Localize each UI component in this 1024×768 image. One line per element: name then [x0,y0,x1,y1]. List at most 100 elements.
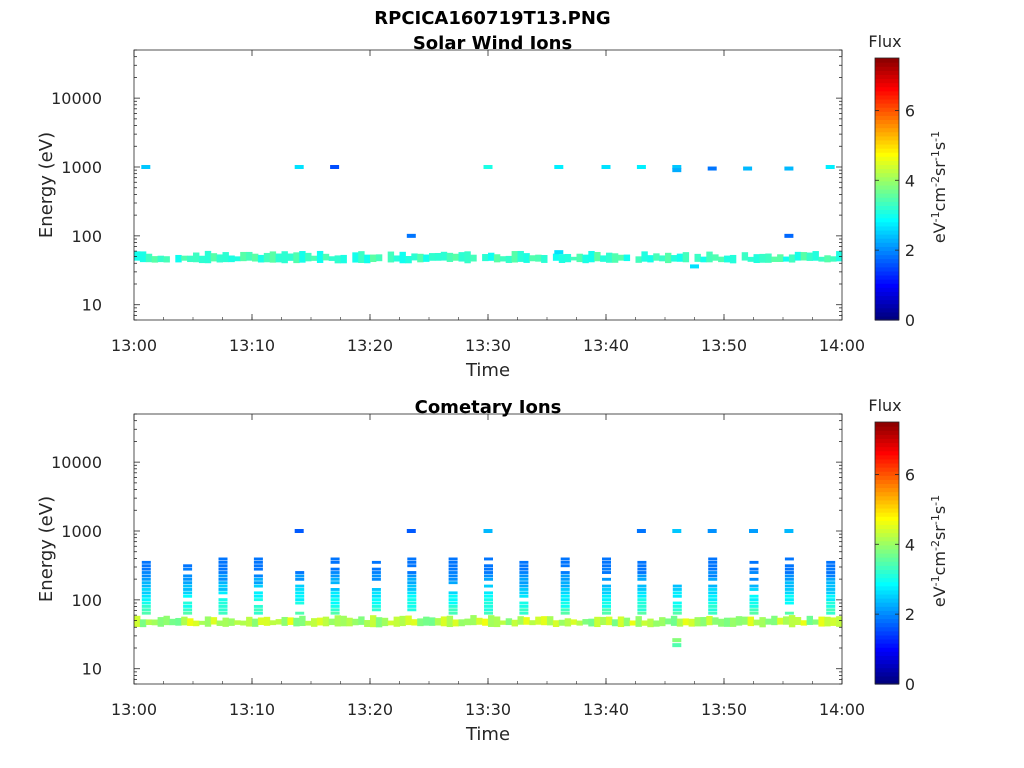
column-cell [141,577,151,581]
column-cell [519,581,529,585]
band-cell [470,254,477,262]
column-cell [141,574,151,578]
column-cell [407,594,417,598]
data-point [554,164,564,169]
colorbar-segment [875,82,899,88]
column-cell [708,571,718,574]
column-cell [708,577,718,581]
colorbar-segment [875,189,899,194]
column-cell [407,591,417,595]
column-cell [253,604,263,608]
band-cell [771,615,778,626]
band-cell [181,255,188,261]
colorbar-segment [875,266,899,272]
column-cell [784,574,794,578]
colorbar-segment [875,299,899,305]
band-cell [759,253,766,263]
y-tick-label: 1000 [61,158,102,177]
band-cell [635,256,642,263]
colorbar-segment [875,622,899,628]
column-cell [637,591,647,595]
column-cell [519,567,529,571]
band-cell [706,251,713,263]
colorbar-segment [875,679,899,685]
column-cell [708,608,718,612]
column-cell [749,611,759,615]
colorbar-segment [875,139,899,145]
data-point [406,528,416,533]
column-cell [484,611,493,615]
column-cell [218,567,228,571]
band-cell [493,254,501,263]
column-cell [183,611,193,615]
band-cell [588,250,595,263]
colorbar-segment [875,507,899,513]
colorbar-segment [875,86,899,92]
colorbar-segment [875,164,899,170]
band-cell [257,617,265,626]
band-cell [340,254,347,264]
band-cell [641,620,648,626]
column-cell [560,608,570,612]
band-cell [198,255,206,264]
column-cell [448,581,458,585]
colorbar-segment [875,512,899,517]
colorbar-segment [875,536,899,542]
band-cell [246,616,253,627]
band-cell [316,250,324,263]
column-cell [602,591,611,595]
column-cell [253,567,263,571]
column-cell [218,557,228,561]
band-cell [812,619,819,625]
band-cell [600,616,607,626]
data-point [743,166,753,171]
column-cell [784,594,794,598]
band-cell [783,616,790,625]
colorbar-segment [875,647,899,652]
band-cell [482,618,489,626]
column-cell [448,557,458,561]
data-point [707,528,717,533]
colorbar-segment [875,111,899,116]
column-cell [484,574,493,578]
column-cell [826,608,836,612]
x-tick-label: 13:40 [583,336,629,355]
column-cell [371,577,381,581]
band-cell [694,617,701,627]
colorbar-segment [875,250,899,256]
band-cell [151,256,159,263]
band-cell [724,617,731,627]
column-cell [371,604,381,608]
column-cell [826,574,836,578]
colorbar-segment [875,291,899,297]
data-point [554,250,564,255]
column-cell [295,591,305,595]
colorbar-frame [874,57,900,321]
column-cell [826,577,836,581]
band-cell [688,618,695,627]
column-cell [637,608,647,612]
column-cell [784,577,794,581]
colorbar-segment [875,553,899,558]
colorbar-segment [875,66,899,71]
column-cell [749,567,759,571]
column-cell [371,608,381,612]
band-cell [334,615,341,627]
band-cell [134,251,141,261]
band-cell [287,617,294,625]
colorbar-segment [875,98,899,104]
colorbar: 0 2 4 6 Flux eV-1cm-2sr-1s-1 [868,396,949,694]
band-cell [576,620,583,626]
band-cell [623,617,631,627]
column-cell [560,571,570,574]
colorbar-segment [875,593,899,599]
band-cell [718,618,725,627]
band-cell [647,618,654,628]
band-cell [488,252,495,261]
band-cell [606,252,613,263]
band-cell [375,617,383,628]
colorbar-segment [875,430,899,435]
colorbar-segment [875,143,899,149]
column-cell [826,611,836,615]
column-cell [218,601,228,605]
